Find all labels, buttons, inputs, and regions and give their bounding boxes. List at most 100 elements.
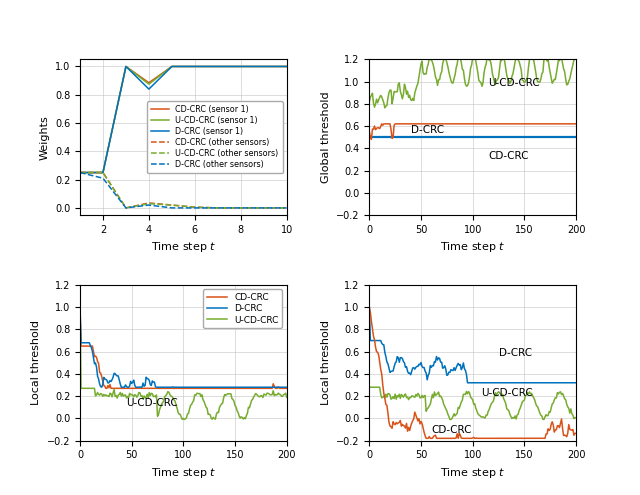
Line: U-CD-CRC (sensor 1): U-CD-CRC (sensor 1) [80,66,287,173]
D-CRC (sensor 1) [122,63,130,69]
D-CRC (sensor 1) [168,63,176,69]
D-CRC (sensor 1) [99,170,107,176]
Text: U-CD-CRC: U-CD-CRC [127,398,179,408]
U-CD-CRC [189,399,196,405]
CD-CRC (sensor 1) [191,63,198,69]
D-CRC (sensor 1) [283,63,291,69]
Line: D-CRC (sensor 1): D-CRC (sensor 1) [80,66,287,173]
D-CRC (other sensors) [191,205,198,211]
CD-CRC (sensor 1) [99,170,107,176]
D-CRC (sensor 1) [260,63,268,69]
U-CD-CRC (other sensors) [283,205,291,211]
D-CRC [283,384,291,390]
U-CD-CRC (sensor 1) [145,81,153,87]
U-CD-CRC (other sensors) [168,202,176,208]
D-CRC [266,384,274,390]
D-CRC (other sensors) [122,205,130,211]
Line: CD-CRC (sensor 1): CD-CRC (sensor 1) [80,66,287,173]
Text: CD-CRC: CD-CRC [488,151,529,161]
Line: D-CRC (other sensors): D-CRC (other sensors) [80,173,287,208]
U-CD-CRC (other sensors) [76,170,84,176]
CD-CRC [189,385,196,391]
U-CD-CRC (other sensors) [145,200,153,206]
U-CD-CRC [77,385,85,391]
Line: CD-CRC (other sensors): CD-CRC (other sensors) [80,173,287,208]
CD-CRC (other sensors) [145,200,153,206]
D-CRC [95,376,102,382]
D-CRC [152,384,160,390]
D-CRC (sensor 1) [76,170,84,176]
CD-CRC [76,304,84,310]
Text: U-CD-CRC: U-CD-CRC [488,78,540,88]
D-CRC (other sensors) [283,205,291,211]
CD-CRC [152,385,160,391]
U-CD-CRC [266,392,274,398]
CD-CRC (other sensors) [99,170,107,176]
Y-axis label: Global threshold: Global threshold [321,92,330,183]
Text: D-CRC: D-CRC [499,348,532,358]
Y-axis label: Weights: Weights [39,115,49,159]
D-CRC [76,304,84,310]
CD-CRC [164,385,172,391]
CD-CRC (other sensors) [76,170,84,176]
CD-CRC (other sensors) [191,204,198,210]
D-CRC (sensor 1) [214,63,221,69]
U-CD-CRC (sensor 1) [283,63,291,69]
CD-CRC [77,343,85,349]
U-CD-CRC [163,392,171,397]
U-CD-CRC (sensor 1) [99,170,107,176]
D-CRC (other sensors) [260,205,268,211]
U-CD-CRC [283,395,291,400]
X-axis label: Time step $t$: Time step $t$ [440,240,506,254]
Line: U-CD-CRC (other sensors): U-CD-CRC (other sensors) [80,173,287,208]
U-CD-CRC (sensor 1) [260,63,268,69]
CD-CRC (other sensors) [283,205,291,211]
Y-axis label: Local threshold: Local threshold [321,320,330,405]
CD-CRC [266,385,274,391]
X-axis label: Time step $t$: Time step $t$ [440,466,506,480]
CD-CRC (sensor 1) [237,63,244,69]
U-CD-CRC (sensor 1) [168,63,176,69]
U-CD-CRC [76,304,84,310]
D-CRC (other sensors) [99,175,107,181]
X-axis label: Time step $t$: Time step $t$ [150,466,216,480]
D-CRC [189,384,196,390]
U-CD-CRC (other sensors) [191,204,198,210]
CD-CRC [102,385,109,391]
CD-CRC (other sensors) [122,205,130,211]
D-CRC [98,384,106,390]
U-CD-CRC (other sensors) [214,205,221,211]
U-CD-CRC (other sensors) [99,170,107,176]
U-CD-CRC (other sensors) [122,205,130,211]
U-CD-CRC (sensor 1) [76,170,84,176]
D-CRC (other sensors) [214,205,221,211]
Text: D-CRC: D-CRC [411,125,444,135]
D-CRC (other sensors) [168,205,176,211]
D-CRC (sensor 1) [145,86,153,92]
D-CRC (other sensors) [145,202,153,208]
U-CD-CRC [95,392,102,397]
D-CRC [77,340,85,346]
U-CD-CRC (sensor 1) [122,63,130,69]
Line: U-CD-CRC: U-CD-CRC [80,307,287,419]
D-CRC [164,384,172,390]
D-CRC (sensor 1) [191,63,198,69]
CD-CRC (sensor 1) [145,80,153,86]
CD-CRC [95,360,102,366]
X-axis label: Time step $t$: Time step $t$ [150,240,216,254]
CD-CRC (sensor 1) [283,63,291,69]
CD-CRC [283,385,291,391]
D-CRC (sensor 1) [237,63,244,69]
D-CRC (other sensors) [237,205,244,211]
CD-CRC (other sensors) [260,205,268,211]
Y-axis label: Local threshold: Local threshold [31,320,41,405]
D-CRC (other sensors) [76,170,84,176]
U-CD-CRC (other sensors) [260,205,268,211]
Text: CD-CRC: CD-CRC [431,425,472,435]
U-CD-CRC (sensor 1) [214,63,221,69]
CD-CRC (sensor 1) [260,63,268,69]
U-CD-CRC [152,394,159,400]
CD-CRC (sensor 1) [214,63,221,69]
CD-CRC (sensor 1) [76,170,84,176]
Line: D-CRC: D-CRC [80,307,287,387]
